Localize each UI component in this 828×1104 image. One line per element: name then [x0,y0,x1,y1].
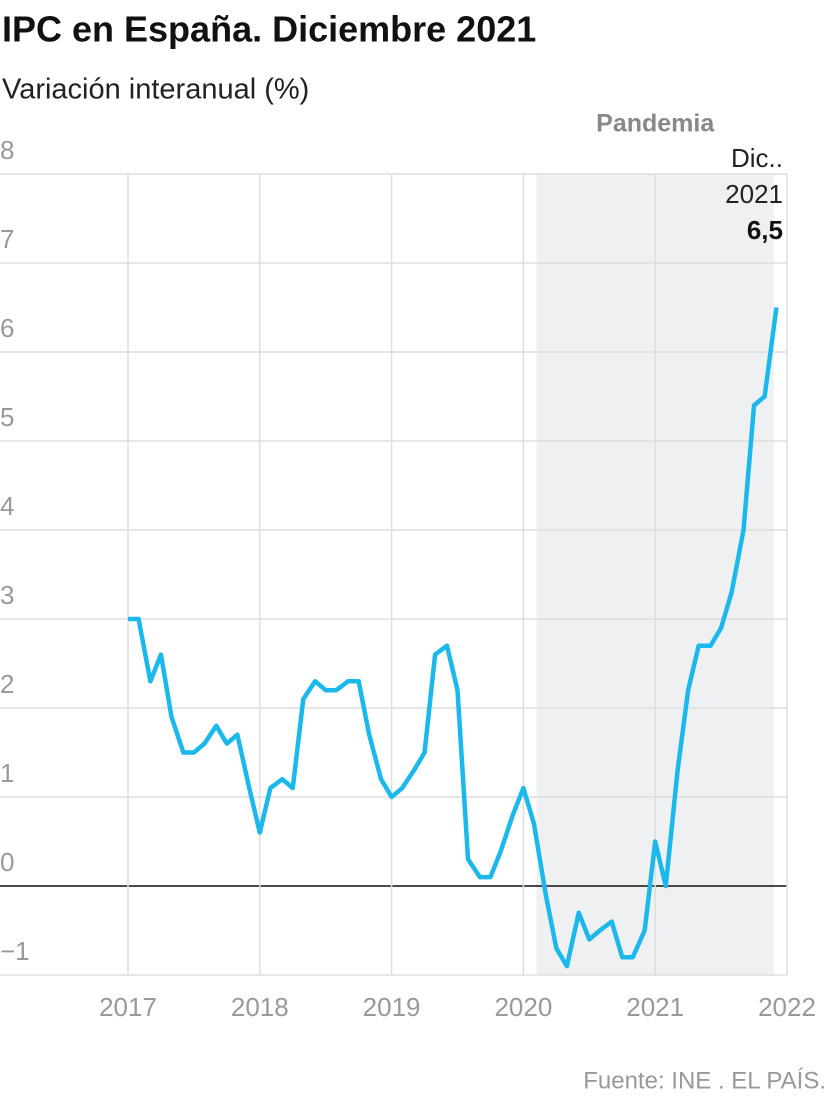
y-tick-label: 5 [0,402,14,432]
y-tick-label: −1 [0,936,30,966]
x-tick-label: 2019 [363,992,421,1022]
y-tick-label: 8 [0,135,14,165]
source: Fuente: INE . EL PAÍS. [583,1067,826,1094]
chart-subtitle: Variación interanual (%) [2,74,309,106]
y-tick-label: 0 [0,847,14,877]
x-tick-label: 2018 [231,992,289,1022]
y-tick-label: 1 [0,758,14,788]
x-tick-label: 2022 [758,992,816,1022]
y-tick-label: 2 [0,669,14,699]
x-tick-label: 2017 [99,992,157,1022]
y-tick-label: 7 [0,224,14,254]
x-tick-label: 2021 [626,992,684,1022]
end-label: 2021 [725,179,783,209]
value-label: 6,5 [747,215,783,245]
chart-title: IPC en España. Diciembre 2021 [2,9,536,50]
y-tick-label: 4 [0,491,14,521]
x-tick-label: 2020 [494,992,552,1022]
y-tick-label: 3 [0,580,14,610]
end-label: Dic.. [731,143,783,173]
y-tick-label: 6 [0,313,14,343]
shaded-region-label: Pandemia [596,110,715,138]
line [128,307,779,969]
